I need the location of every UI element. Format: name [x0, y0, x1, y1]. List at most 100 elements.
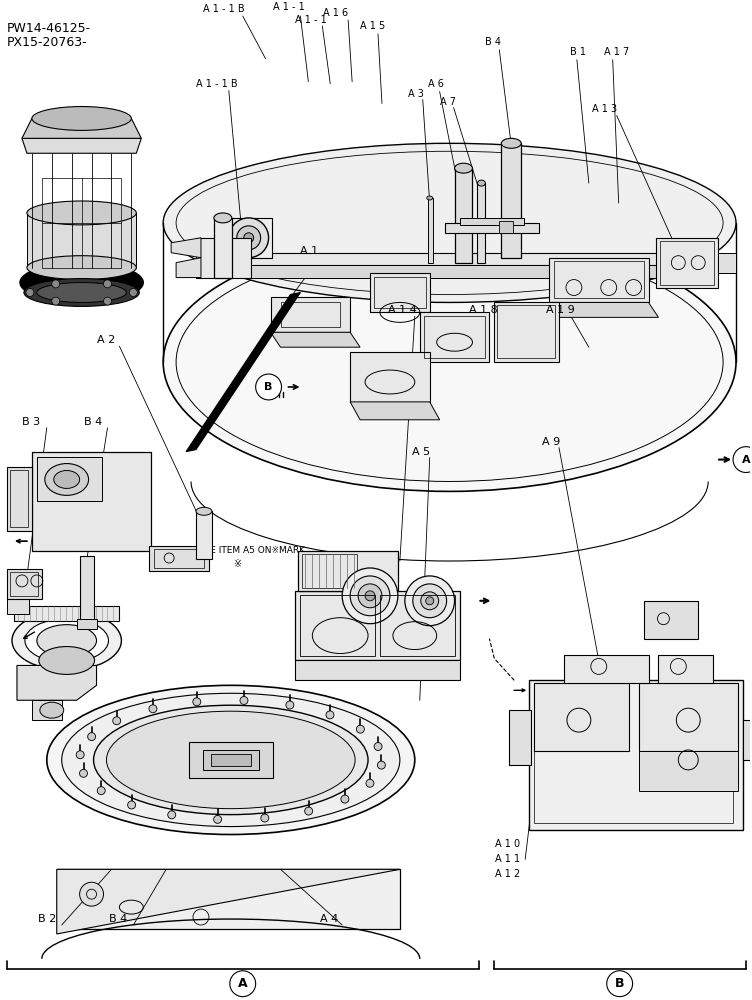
Text: A 7: A 7 — [440, 97, 456, 107]
Bar — [423, 316, 485, 358]
Circle shape — [261, 814, 268, 822]
Polygon shape — [444, 223, 539, 233]
Text: A 1 - 1 B: A 1 - 1 B — [196, 79, 238, 89]
Polygon shape — [296, 591, 459, 660]
Circle shape — [356, 725, 365, 733]
Ellipse shape — [163, 233, 736, 491]
Polygon shape — [22, 138, 141, 153]
Circle shape — [240, 697, 248, 704]
Circle shape — [405, 576, 454, 626]
Polygon shape — [459, 218, 524, 225]
Bar — [196, 511, 212, 559]
Circle shape — [426, 597, 434, 605]
Bar — [564, 655, 648, 683]
Ellipse shape — [93, 705, 368, 815]
Bar — [644, 601, 698, 639]
Polygon shape — [196, 238, 250, 278]
Text: USE ITEM A5 ON※MARK: USE ITEM A5 ON※MARK — [198, 546, 305, 555]
Text: A 3: A 3 — [408, 89, 423, 99]
Text: A 1 - 1 B: A 1 - 1 B — [203, 4, 244, 14]
Bar — [77, 619, 96, 629]
Circle shape — [421, 592, 438, 610]
Circle shape — [365, 591, 375, 601]
Circle shape — [230, 971, 256, 997]
Circle shape — [80, 769, 87, 777]
Polygon shape — [494, 302, 559, 362]
Circle shape — [733, 447, 752, 473]
Ellipse shape — [32, 107, 132, 130]
Text: A 1 - 1: A 1 - 1 — [272, 2, 305, 12]
Text: A 1 4: A 1 4 — [388, 305, 417, 315]
Circle shape — [128, 801, 135, 809]
Ellipse shape — [40, 702, 64, 718]
Bar — [509, 710, 531, 765]
Ellipse shape — [24, 279, 139, 306]
Bar — [7, 596, 29, 614]
Circle shape — [214, 815, 222, 823]
Polygon shape — [189, 742, 272, 778]
Circle shape — [326, 711, 334, 719]
Polygon shape — [186, 292, 300, 452]
Ellipse shape — [502, 138, 521, 148]
Text: A: A — [741, 455, 750, 465]
Text: A 1 9: A 1 9 — [546, 305, 575, 315]
Circle shape — [149, 705, 157, 713]
Ellipse shape — [12, 611, 121, 670]
Ellipse shape — [478, 180, 485, 186]
Text: A: A — [238, 977, 247, 990]
Polygon shape — [296, 660, 459, 680]
Polygon shape — [549, 302, 659, 317]
Polygon shape — [80, 556, 93, 621]
Text: A 4: A 4 — [320, 914, 338, 924]
Polygon shape — [27, 213, 136, 268]
Bar — [478, 183, 485, 263]
Polygon shape — [171, 238, 201, 258]
Polygon shape — [17, 665, 96, 700]
Polygon shape — [271, 297, 350, 332]
Text: A 1 0: A 1 0 — [496, 839, 520, 849]
Polygon shape — [203, 750, 259, 770]
Polygon shape — [370, 273, 429, 312]
Circle shape — [286, 701, 294, 709]
Polygon shape — [350, 352, 429, 402]
Bar — [7, 569, 42, 599]
Bar — [659, 655, 713, 683]
Polygon shape — [14, 606, 120, 621]
Ellipse shape — [62, 693, 400, 827]
Text: A 2: A 2 — [96, 335, 115, 345]
Bar — [214, 218, 232, 278]
Ellipse shape — [107, 711, 355, 809]
Text: B 4: B 4 — [83, 417, 102, 427]
Circle shape — [350, 576, 390, 616]
Polygon shape — [56, 869, 400, 929]
Bar — [660, 241, 714, 285]
Bar — [638, 683, 738, 751]
Bar — [302, 554, 357, 588]
Text: ※: ※ — [233, 559, 241, 569]
Bar — [299, 551, 398, 591]
Circle shape — [358, 584, 382, 608]
Text: A 6: A 6 — [428, 79, 444, 89]
Text: B 4: B 4 — [110, 914, 128, 924]
Text: B: B — [265, 382, 273, 392]
Polygon shape — [56, 869, 400, 934]
Circle shape — [168, 811, 176, 819]
Ellipse shape — [214, 213, 232, 223]
Polygon shape — [718, 253, 736, 273]
Circle shape — [104, 280, 111, 288]
Bar — [300, 595, 375, 656]
Bar — [499, 221, 514, 233]
Ellipse shape — [426, 196, 432, 200]
Polygon shape — [32, 700, 62, 720]
Bar — [149, 546, 209, 571]
Ellipse shape — [27, 256, 136, 280]
Bar — [743, 720, 752, 760]
Circle shape — [374, 743, 382, 750]
Ellipse shape — [196, 507, 212, 515]
Polygon shape — [211, 754, 250, 766]
Circle shape — [229, 218, 268, 258]
Polygon shape — [201, 253, 678, 265]
Bar — [374, 277, 426, 308]
Bar — [428, 198, 432, 263]
Bar — [502, 143, 521, 258]
